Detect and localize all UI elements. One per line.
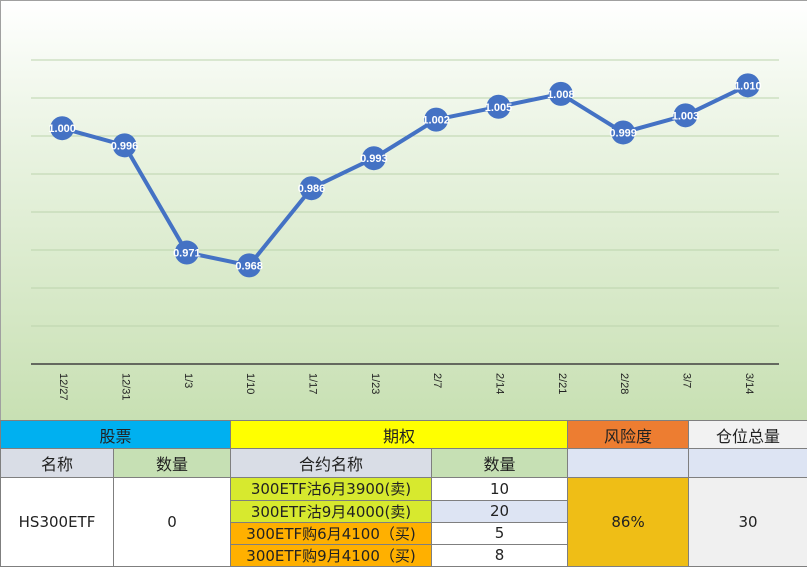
x-tick-label: 3/7 xyxy=(681,373,693,388)
data-label: 1.002 xyxy=(422,115,450,127)
data-point xyxy=(424,107,449,132)
x-tick-label: 2/14 xyxy=(494,373,506,394)
contract-name-cell: 300ETF沽9月4000(卖) xyxy=(230,499,433,523)
risk-value-cell: 86% xyxy=(567,477,690,567)
data-point xyxy=(50,116,75,141)
data-point xyxy=(112,133,137,158)
stock-qty-cell: 0 xyxy=(112,477,232,567)
data-point xyxy=(237,253,262,278)
data-point xyxy=(361,146,386,171)
x-tick-label: 12/27 xyxy=(57,373,69,401)
chart-area: 1.000 0.996 0.971 0.968 0.986 0.993 1.002 1.005… xyxy=(0,0,807,420)
contract-name-cell: 300ETF购6月4100（买) xyxy=(230,521,433,545)
x-tick-label: 2/21 xyxy=(556,373,568,394)
data-point xyxy=(611,120,636,145)
total-subheader xyxy=(688,448,807,479)
x-tick-label: 1/23 xyxy=(369,373,381,394)
data-point xyxy=(735,73,760,98)
contract-name-cell: 300ETF沽6月3900(卖) xyxy=(230,477,433,501)
data-label: 0.993 xyxy=(360,153,388,165)
contract-qty-cell: 10 xyxy=(431,477,569,501)
contract-name-cell: 300ETF购9月4100（买) xyxy=(230,543,433,567)
data-label: 1.000 xyxy=(48,123,76,135)
data-point xyxy=(548,81,573,106)
col-qty-header: 数量 xyxy=(112,448,232,479)
contract-qty-cell: 8 xyxy=(431,543,569,567)
data-label: 0.968 xyxy=(235,260,263,272)
stock-header: 股票 xyxy=(0,419,232,450)
risk-subheader xyxy=(567,448,690,479)
x-tick-label: 1/10 xyxy=(244,373,256,394)
col-contract-header: 合约名称 xyxy=(230,448,433,479)
x-tick-label: 3/14 xyxy=(743,373,755,394)
data-point xyxy=(486,94,511,119)
line-chart: 1.000 0.996 0.971 0.968 0.986 0.993 1.002 1.005… xyxy=(31,59,779,401)
total-header: 仓位总量 xyxy=(688,419,807,450)
x-tick-label: 2/28 xyxy=(618,373,630,394)
position-table: 股票 期权 风险度 仓位总量 名称 数量 合约名称 数量 HS300ETF 0 … xyxy=(0,419,807,567)
stock-name-cell: HS300ETF xyxy=(0,477,114,567)
data-label: 0.999 xyxy=(609,127,637,139)
series-line xyxy=(61,83,749,268)
x-tick-label: 2/7 xyxy=(431,373,443,388)
col-contract-qty-header: 数量 xyxy=(431,448,569,479)
contract-qty-cell: 5 xyxy=(431,521,569,545)
data-point xyxy=(174,240,199,265)
x-tick-label: 1/17 xyxy=(307,373,319,394)
contract-qty-cell: 20 xyxy=(431,499,569,523)
data-label: 0.996 xyxy=(111,140,139,152)
data-label: 1.005 xyxy=(485,102,513,114)
x-tick-label: 12/31 xyxy=(120,373,132,401)
risk-header: 风险度 xyxy=(567,419,690,450)
data-point xyxy=(673,103,698,128)
total-value-cell: 30 xyxy=(688,477,807,567)
data-point xyxy=(299,176,324,201)
data-label: 1.010 xyxy=(734,80,762,92)
x-tick-label: 1/3 xyxy=(182,373,194,388)
data-label: 0.986 xyxy=(298,183,326,195)
col-name-header: 名称 xyxy=(0,448,114,479)
data-label: 1.008 xyxy=(547,89,575,101)
option-header: 期权 xyxy=(230,419,569,450)
data-label: 0.971 xyxy=(173,248,201,260)
data-label: 1.003 xyxy=(672,110,700,122)
